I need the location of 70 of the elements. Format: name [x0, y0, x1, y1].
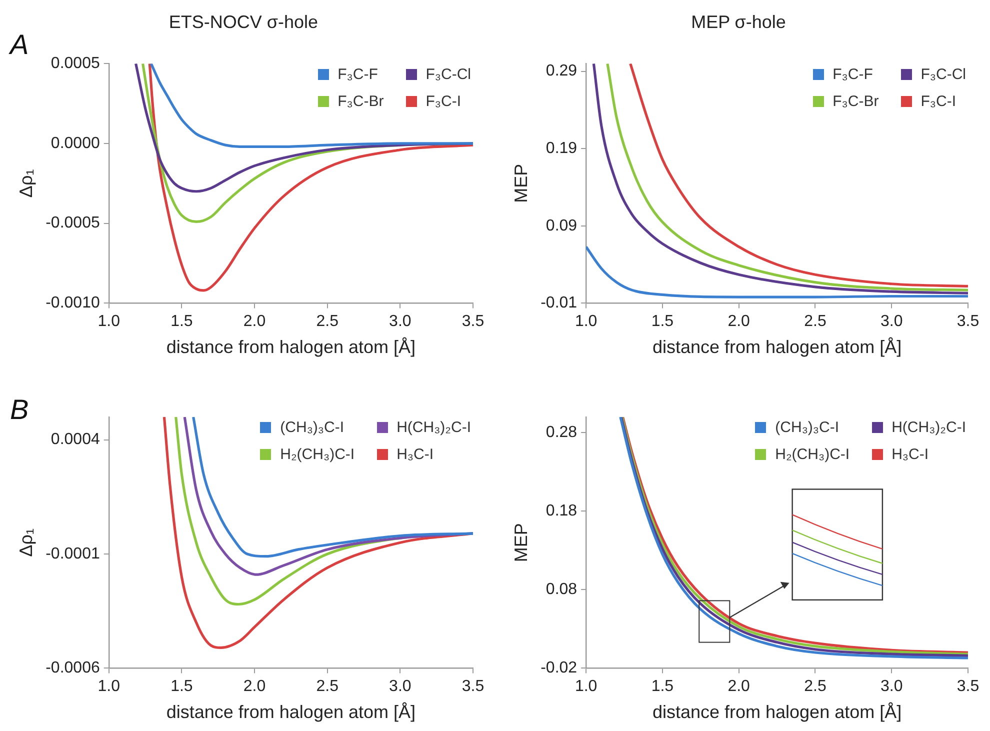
x-tick-label: 2.0: [728, 678, 750, 696]
y-tick-label: 0.0000: [50, 134, 100, 152]
x-tick-label: 3.5: [462, 678, 484, 696]
y-axis-title: MEP: [510, 164, 531, 203]
x-tick-label: 2.5: [316, 313, 339, 330]
x-tick-label: 1.5: [651, 313, 674, 330]
y-tick-label: -0.02: [540, 660, 578, 677]
x-axis-title: distance from halogen atom [Å]: [166, 337, 416, 358]
x-axis-title: distance from halogen atom [Å]: [166, 702, 416, 722]
x-tick-label: 1.0: [98, 678, 120, 696]
x-tick-label: 3.0: [880, 678, 903, 696]
legend-label: H₃C-I: [396, 446, 434, 463]
y-tick-label: 0.08: [546, 581, 578, 598]
legend-label: F₃C-F: [832, 66, 873, 83]
legend-label: F₃C-Br: [832, 92, 879, 110]
y-tick-label: -0.0005: [46, 214, 100, 232]
legend-label: H(CH₃)₂C-I: [396, 419, 471, 436]
x-tick-label: 2.0: [243, 313, 266, 330]
y-tick-label: 0.18: [546, 502, 578, 520]
y-tick-label: -0.0001: [46, 545, 100, 562]
legend-label: F₃C-F: [338, 66, 378, 83]
x-tick-label: 1.0: [574, 678, 598, 696]
y-tick-label: -0.0006: [46, 660, 100, 677]
legend-label: F₃C-Br: [338, 92, 384, 110]
y-tick-label: -0.01: [540, 294, 578, 312]
x-tick-label: 3.5: [956, 678, 980, 696]
chart-title: MEP σ-hole: [691, 12, 786, 32]
x-tick-label: 3.5: [462, 313, 484, 330]
legend-label: H₃C-I: [892, 446, 929, 463]
text: A: [8, 29, 29, 60]
legend-label: F₃C-Cl: [426, 66, 471, 83]
y-tick-label: -0.0010: [46, 294, 100, 312]
x-axis-title: distance from halogen atom [Å]: [652, 702, 902, 722]
legend-label: H(CH₃)₂C-I: [892, 419, 966, 436]
chart-title: ETS-NOCV σ-hole: [168, 12, 318, 32]
x-tick-label: 1.5: [170, 678, 193, 696]
y-axis-title: MEP: [510, 523, 531, 562]
line-series: [150, 64, 473, 148]
y-tick-label: 0.28: [546, 424, 578, 442]
x-tick-label: 1.0: [98, 313, 120, 330]
y-tick-label: 0.0004: [50, 431, 100, 448]
y-tick-label: 0.29: [546, 62, 578, 80]
line-series: [586, 245, 968, 298]
x-tick-label: 3.0: [880, 313, 903, 330]
line-series: [148, 64, 473, 292]
legend-label: H₂(CH₃)C-I: [775, 446, 850, 463]
x-tick-label: 3.5: [956, 313, 980, 330]
x-tick-label: 2.5: [804, 678, 826, 696]
x-tick-label: 2.0: [728, 313, 750, 330]
x-axis-title: distance from halogen atom [Å]: [652, 337, 902, 358]
y-tick-label: 0.19: [546, 140, 578, 158]
x-tick-label: 2.5: [804, 313, 826, 330]
legend-label: (CH₃)₃C-I: [280, 419, 344, 436]
x-tick-label: 1.5: [170, 313, 193, 330]
legend-label: F₃C-I: [920, 92, 956, 110]
x-tick-label: 1.0: [574, 313, 598, 330]
legend-label: F₃C-I: [426, 92, 462, 110]
text: B: [10, 394, 29, 425]
x-tick-label: 1.5: [651, 678, 674, 696]
x-tick-label: 2.0: [243, 678, 266, 696]
y-tick-label: 0.0005: [50, 55, 100, 72]
legend-label: F₃C-Cl: [920, 66, 966, 83]
legend-label: H₂(CH₃)C-I: [280, 446, 355, 463]
x-tick-label: 3.0: [389, 678, 412, 696]
y-axis-title: Δρ₁: [16, 169, 36, 198]
x-tick-label: 2.5: [316, 678, 339, 696]
y-tick-label: 0.09: [546, 217, 578, 234]
x-tick-label: 3.0: [389, 313, 412, 330]
y-axis-title: Δρ₁: [16, 528, 36, 557]
legend-label: (CH₃)₃C-I: [775, 419, 840, 436]
